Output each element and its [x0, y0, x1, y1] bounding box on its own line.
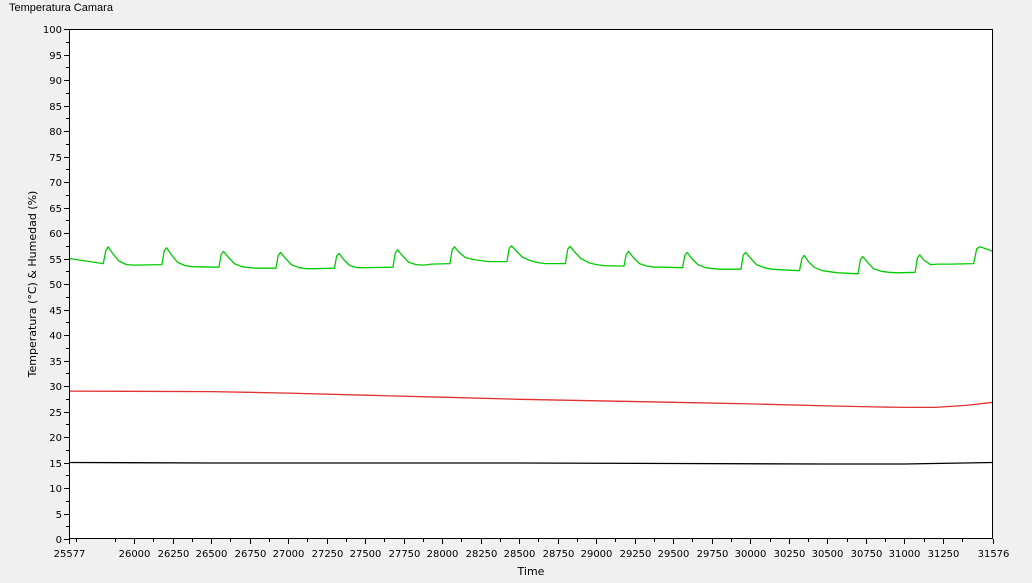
x-tick-label: 28750 — [543, 549, 575, 560]
x-tick-label: 31250 — [928, 549, 960, 560]
y-axis-label: Temperatura (°C) & Humedad (%) — [26, 191, 39, 379]
plot-area — [69, 29, 993, 539]
series-layer — [68, 245, 994, 465]
y-tick-label: 70 — [49, 178, 62, 189]
x-tick-label: 27750 — [389, 549, 421, 560]
x-tick-label: 31576 — [978, 549, 1010, 560]
y-tick-label: 25 — [49, 408, 62, 419]
x-tick-label: 29250 — [620, 549, 652, 560]
x-tick-label: 28250 — [466, 549, 498, 560]
y-tick-label: 80 — [49, 127, 62, 138]
x-tick-label: 28000 — [427, 549, 459, 560]
y-tick-label: 20 — [49, 433, 62, 444]
y-tick-label: 45 — [49, 306, 62, 317]
x-tick-label: 31000 — [889, 549, 921, 560]
x-tick-label: 27000 — [273, 549, 305, 560]
y-axis: 0 5 10 15 20 25 30 35 40 45 50 55 60 65 70 75 80 85 90 95 10… — [43, 25, 69, 546]
x-tick-label: 27500 — [350, 549, 382, 560]
x-tick-label: 25577 — [54, 549, 86, 560]
x-tick-label: 30000 — [735, 549, 767, 560]
x-tick-label: 26250 — [158, 549, 190, 560]
x-axis: 25577 26000 26250 26500 26750 27000 27250 27500… — [54, 539, 1010, 560]
x-tick-label: 26500 — [196, 549, 228, 560]
x-axis-label: Time — [517, 565, 545, 578]
y-tick-label: 95 — [49, 51, 62, 62]
y-tick-label: 0 — [56, 535, 62, 546]
x-tick-label: 30750 — [851, 549, 883, 560]
y-tick-label: 85 — [49, 102, 62, 113]
y-tick-label: 90 — [49, 76, 62, 87]
x-tick-label: 30250 — [774, 549, 806, 560]
y-tick-label: 65 — [49, 204, 62, 215]
y-tick-label: 100 — [43, 25, 62, 36]
y-tick-label: 50 — [49, 280, 62, 291]
y-tick-label: 10 — [49, 484, 62, 495]
y-tick-label: 35 — [49, 357, 62, 368]
y-tick-label: 40 — [49, 331, 62, 342]
series-line-1 — [68, 245, 994, 275]
series-line-3 — [68, 461, 994, 465]
y-tick-label: 15 — [49, 459, 62, 470]
x-tick-label: 27250 — [312, 549, 344, 560]
y-tick-label: 60 — [49, 229, 62, 240]
series-line-2 — [68, 390, 994, 409]
y-tick-label: 5 — [56, 510, 62, 521]
y-tick-label: 55 — [49, 255, 62, 266]
x-tick-label: 29500 — [658, 549, 690, 560]
x-tick-label: 26000 — [119, 549, 151, 560]
plot-frame — [69, 29, 993, 539]
x-tick-label: 29750 — [697, 549, 729, 560]
x-tick-label: 28500 — [504, 549, 536, 560]
y-tick-label: 75 — [49, 153, 62, 164]
x-tick-label: 29000 — [581, 549, 613, 560]
x-tick-label: 26750 — [235, 549, 267, 560]
chart-title: Temperatura Camara — [9, 2, 113, 14]
y-tick-label: 30 — [49, 382, 62, 393]
x-tick-label: 30500 — [812, 549, 844, 560]
